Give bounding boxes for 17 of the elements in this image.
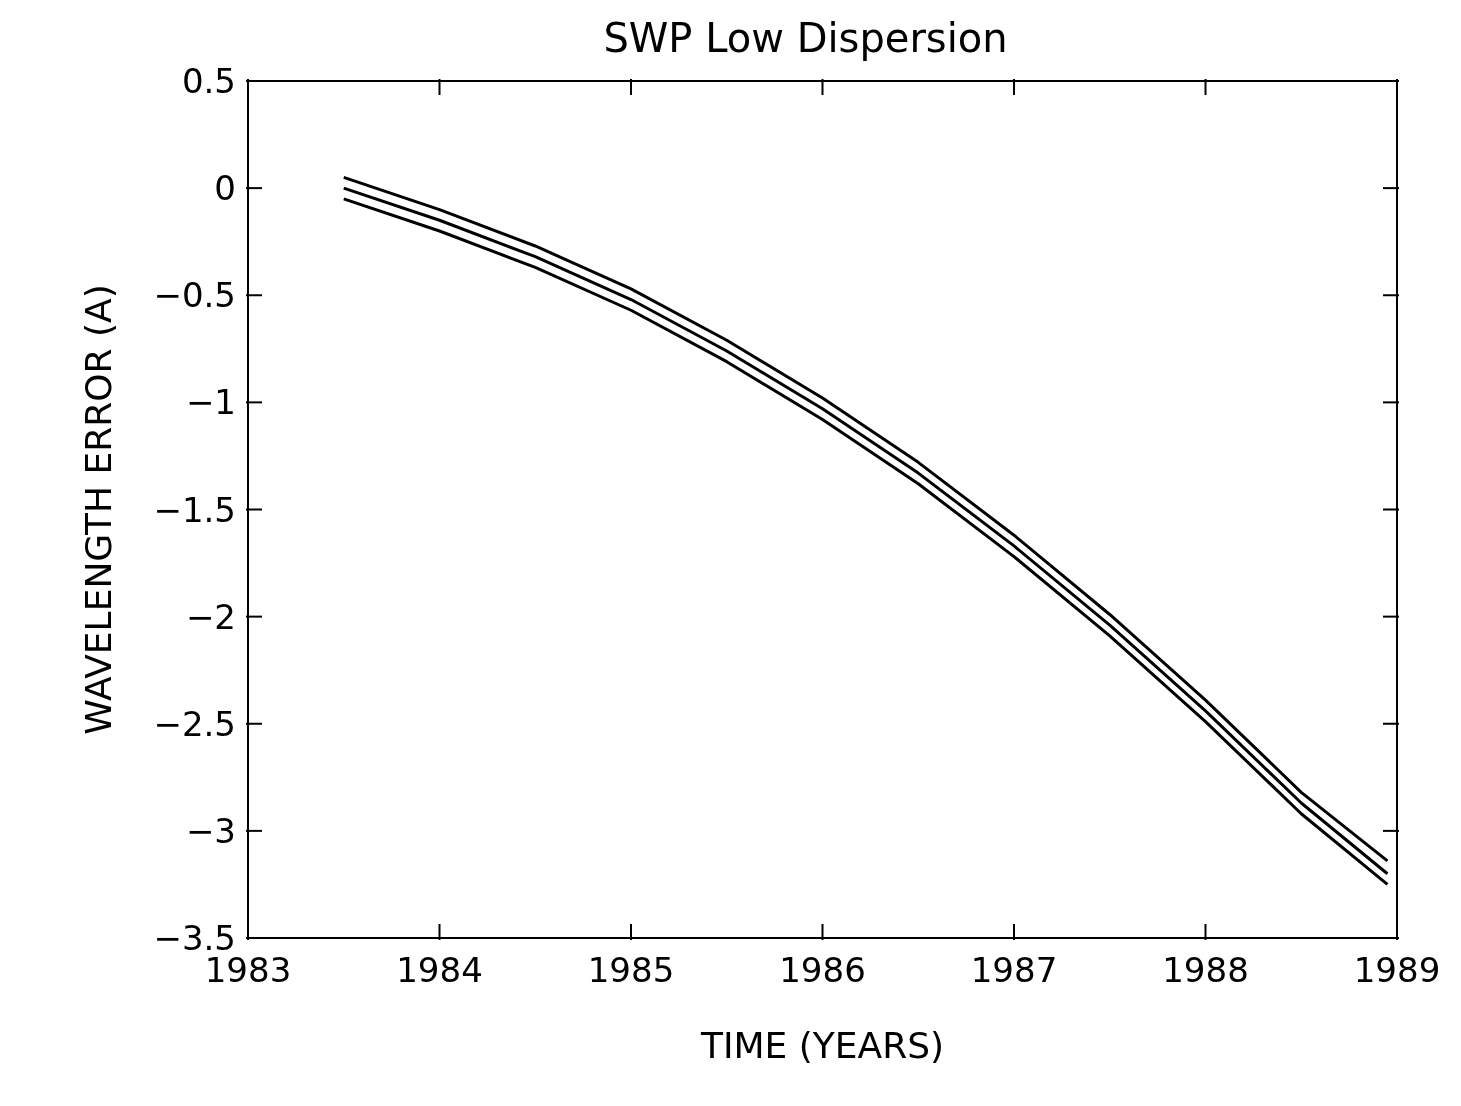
y-tick-label: −1.5 — [153, 489, 236, 530]
x-tick-label: 1989 — [1353, 950, 1441, 990]
y-tick-label: −0.5 — [153, 275, 236, 316]
y-axis-title: WAVELENGTH ERROR (A) — [77, 284, 119, 735]
x-tick-label: 1984 — [396, 950, 483, 990]
y-tick-label: −2.5 — [153, 703, 236, 744]
y-tick-label: −3 — [185, 810, 236, 851]
x-tick-label: 1987 — [970, 950, 1058, 990]
x-tick-label: 1986 — [779, 950, 866, 990]
chart-title: SWP Low Dispersion — [603, 15, 1008, 61]
y-tick-label: −1 — [185, 382, 236, 423]
x-tick-label: 1985 — [587, 950, 675, 990]
y-tick-label: 0 — [214, 168, 236, 209]
y-tick-label: 0.5 — [181, 61, 236, 101]
x-axis-title: TIME (YEARS) — [699, 1025, 945, 1066]
x-tick-label: 1988 — [1162, 950, 1249, 990]
y-tick-label: −2 — [185, 596, 236, 637]
